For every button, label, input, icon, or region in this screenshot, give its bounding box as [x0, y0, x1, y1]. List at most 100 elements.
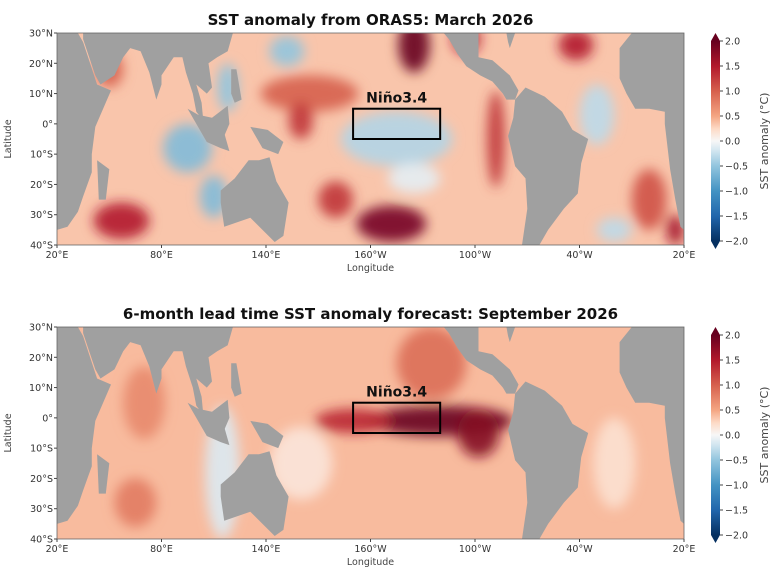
x-tick-label: 140°E — [252, 544, 281, 555]
anomaly-feature — [269, 426, 333, 500]
y-tick-label: 40°S — [30, 241, 53, 252]
land-mass — [57, 33, 111, 230]
x-tick-label: 40°W — [566, 544, 593, 555]
anomaly-feature — [163, 123, 213, 173]
y-tick-label: 20°N — [29, 353, 53, 364]
colorbar-tick-label: 0.5 — [725, 406, 740, 417]
anomaly-feature — [356, 205, 427, 242]
y-tick-label: 10°S — [30, 444, 53, 455]
x-tick-label: 80°E — [150, 250, 173, 261]
colorbar-tick-label: −1.5 — [725, 506, 748, 517]
land-mass — [508, 87, 589, 245]
anomaly-feature — [457, 408, 500, 458]
land-mass — [220, 451, 289, 536]
land-mass — [443, 33, 519, 100]
colorbar-label: SST anomaly (°C) — [758, 93, 771, 190]
x-tick-label: 160°W — [354, 544, 387, 555]
land-mass — [97, 454, 110, 494]
y-tick-label: 10°N — [29, 89, 53, 100]
panel-observed-march: SST anomaly from ORAS5: March 2026 Niño3.… — [3, 11, 771, 274]
colorbar-tick-label: −0.5 — [725, 162, 748, 173]
land-mass — [506, 327, 516, 343]
nino34-label: Niño3.4 — [366, 385, 427, 401]
nino34-label: Niño3.4 — [366, 91, 427, 107]
x-tick-label: 80°E — [150, 544, 173, 555]
x-tick-label: 100°W — [459, 250, 492, 261]
x-tick-label: 40°W — [566, 250, 593, 261]
land-mass — [187, 108, 230, 152]
x-tick-label: 160°W — [354, 250, 387, 261]
x-tick-label: 20°E — [46, 544, 69, 555]
land-mass — [83, 327, 233, 415]
y-tick-label: 30°N — [29, 29, 53, 40]
y-axis-label: Latitude — [3, 119, 14, 158]
x-tick-label: 20°E — [46, 250, 69, 261]
land-mass — [250, 126, 284, 155]
y-tick-label: 10°N — [29, 383, 53, 394]
anomaly-feature — [631, 169, 667, 230]
colorbar — [711, 41, 720, 241]
x-tick-label: 140°E — [252, 250, 281, 261]
anomaly-feature — [387, 163, 441, 194]
land-mass — [443, 327, 519, 394]
colorbar-max-arrow — [711, 327, 720, 335]
y-tick-label: 30°N — [29, 323, 53, 334]
nino34-box — [352, 107, 442, 141]
anomaly-feature — [558, 33, 594, 61]
y-axis-label: Latitude — [3, 413, 14, 452]
colorbar-tick-label: −1.0 — [725, 187, 748, 198]
y-tick-label: 20°S — [30, 474, 53, 485]
colorbar-tick-label: 1.5 — [725, 356, 740, 367]
colorbar-tick-label: 0.0 — [725, 431, 740, 442]
colorbar-max-arrow — [711, 33, 720, 41]
y-tick-label: 20°S — [30, 180, 53, 191]
anomaly-feature — [398, 33, 430, 73]
x-axis-label: Longitude — [347, 263, 394, 274]
anomaly-field — [114, 327, 636, 539]
x-tick-label: 20°E — [673, 250, 696, 261]
panel-forecast-september: 6-month lead time SST anomaly forecast: … — [3, 305, 771, 568]
colorbar-tick-label: 1.5 — [725, 62, 740, 73]
map-area — [57, 33, 684, 245]
y-tick-label: 10°S — [30, 150, 53, 161]
y-tick-label: 30°S — [30, 210, 53, 221]
land-mass — [212, 105, 230, 136]
land-mass — [231, 69, 242, 103]
colorbar-tick-label: 2.0 — [725, 331, 740, 342]
land-mass — [619, 33, 684, 230]
land-mass — [508, 381, 589, 539]
x-axis-label: Longitude — [347, 557, 394, 568]
y-tick-label: 20°N — [29, 59, 53, 70]
land-mass — [231, 363, 242, 397]
colorbar-min-arrow — [711, 241, 720, 249]
anomaly-feature — [318, 181, 354, 218]
colorbar-tick-label: 2.0 — [725, 37, 740, 48]
colorbar-tick-label: −1.5 — [725, 212, 748, 223]
anomaly-feature — [579, 84, 615, 146]
colorbar-min-arrow — [711, 535, 720, 543]
land-mass — [83, 33, 233, 121]
colorbar-tick-label: −1.0 — [725, 481, 748, 492]
colorbar-tick-label: −2.0 — [725, 237, 748, 248]
land-mass — [619, 327, 684, 524]
land-mass — [506, 33, 516, 49]
anomaly-field — [93, 33, 684, 245]
colorbar-tick-label: 1.0 — [725, 381, 740, 392]
colorbar-tick-label: 0.5 — [725, 112, 740, 123]
y-tick-label: 0° — [42, 119, 53, 130]
nino34-box — [352, 401, 442, 435]
land-mass — [220, 157, 289, 242]
chart-title: 6-month lead time SST anomaly forecast: … — [123, 305, 618, 323]
land-mass — [97, 160, 110, 200]
x-tick-label: 100°W — [459, 544, 492, 555]
colorbar-label: SST anomaly (°C) — [758, 387, 771, 484]
colorbar-tick-label: 1.0 — [725, 87, 740, 98]
x-tick-label: 20°E — [673, 544, 696, 555]
colorbar — [711, 335, 720, 535]
anomaly-feature — [199, 175, 228, 218]
y-tick-label: 0° — [42, 413, 53, 424]
anomaly-feature — [260, 75, 359, 112]
anomaly-feature — [487, 90, 505, 188]
land-mass — [212, 399, 230, 430]
